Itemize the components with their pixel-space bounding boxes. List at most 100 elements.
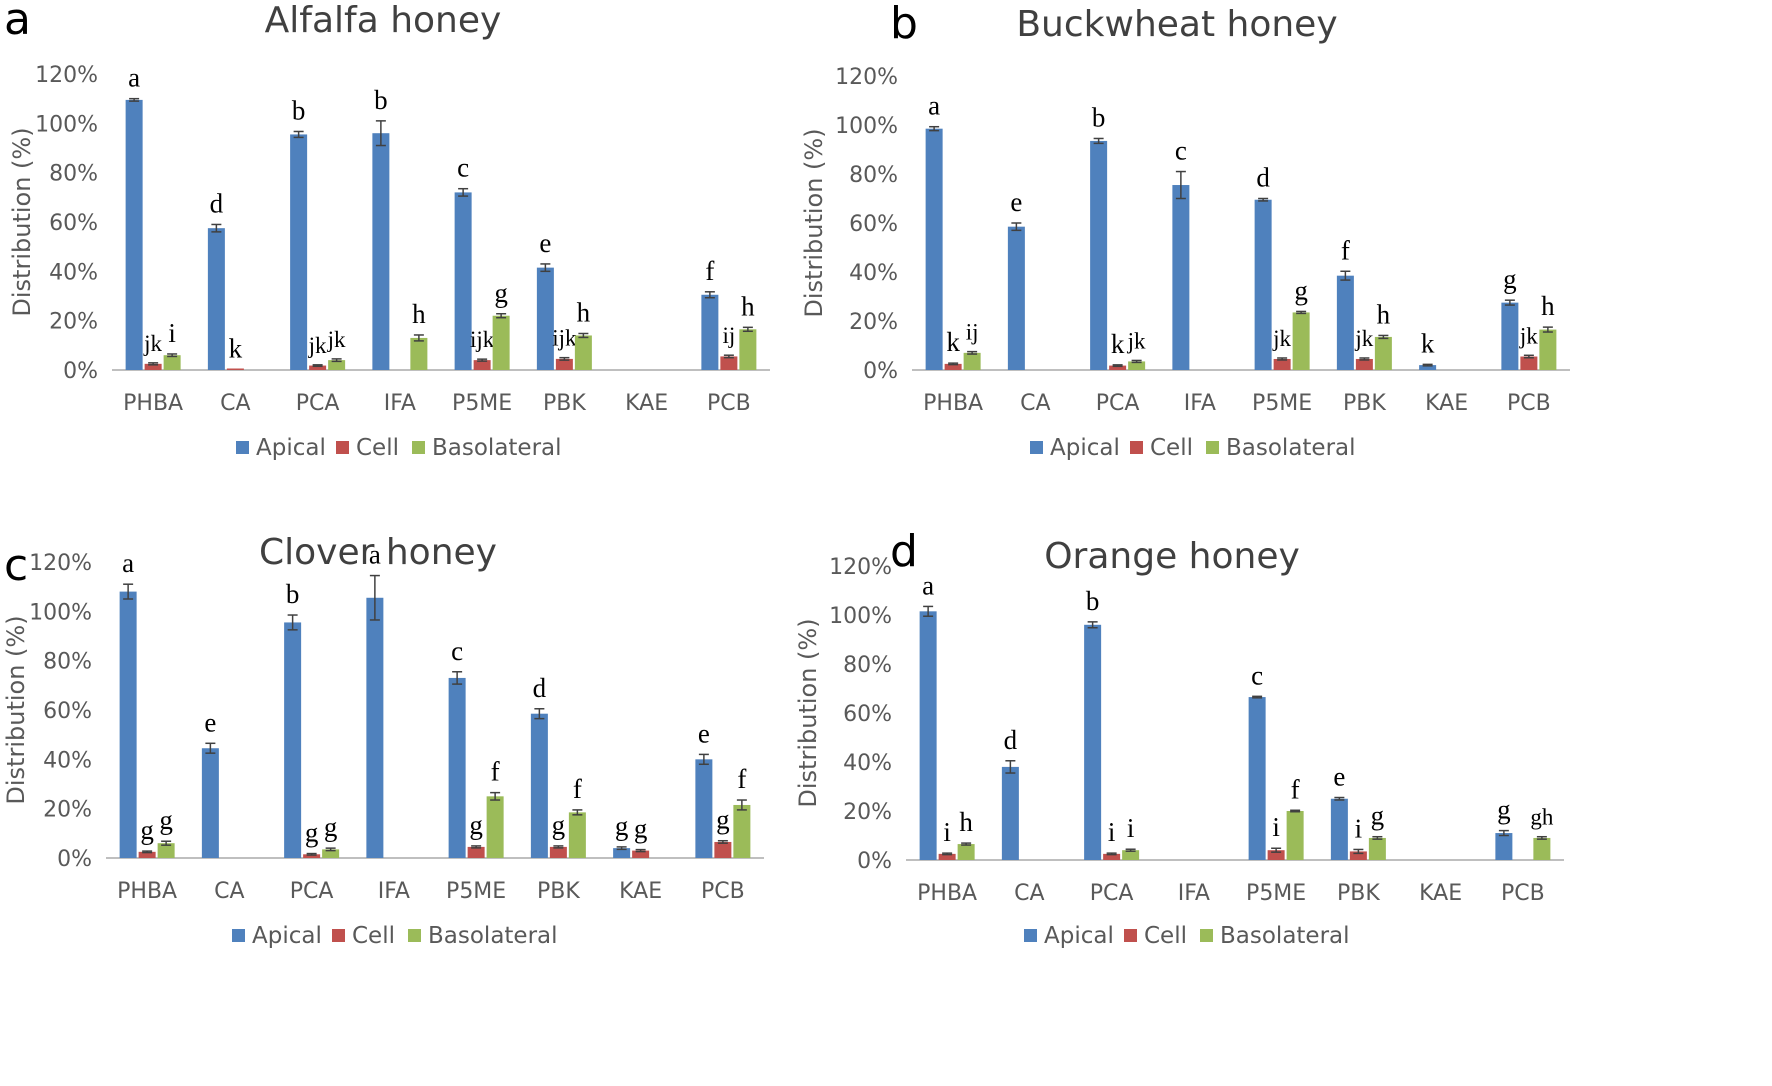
bar-basolateral — [163, 355, 181, 370]
legend-label-cell: Cell — [356, 435, 399, 461]
chart-title: Buckwheat honey — [1016, 4, 1337, 45]
x-tick-label: IFA — [378, 879, 410, 904]
panel-b: b Buckwheat honey Distribution (%) 0% 20% 40%… — [800, 0, 1772, 543]
panel-letter: a — [4, 0, 31, 45]
legend-label-apical: Apical — [1050, 435, 1120, 461]
bar-cell — [1349, 851, 1367, 860]
y-tick-label: 20% — [43, 798, 92, 823]
significance-letter: k — [946, 327, 960, 357]
panel-a: a Alfalfa honey Distribution (%) 0% 20% 40% 60… — [0, 0, 886, 543]
significance-letter: ijk — [470, 327, 495, 352]
x-tick-label: KAE — [619, 879, 662, 904]
x-tick-label: PCA — [296, 391, 340, 416]
significance-letter: g — [494, 278, 508, 308]
significance-letter: i — [1108, 817, 1116, 847]
significance-letter: h — [959, 807, 973, 837]
significance-letter: g — [305, 818, 319, 848]
x-tick-label: IFA — [1178, 881, 1210, 906]
bar-cell — [1103, 853, 1121, 860]
significance-letter: b — [292, 95, 306, 125]
panel-letter: b — [890, 0, 918, 49]
x-tick-label: P5ME — [452, 391, 512, 416]
bar-apical — [1001, 766, 1019, 860]
significance-letter: jk — [143, 331, 162, 356]
panel-d: d Orange honey Distribution (%) 0% 20% 40% 60%… — [794, 526, 1772, 1086]
bar-cell — [714, 841, 732, 858]
significance-letter: a — [122, 548, 134, 578]
significance-letter: d — [533, 673, 547, 703]
y-tick-label: 80% — [49, 162, 98, 187]
x-tick-label: PHBA — [123, 391, 183, 416]
y-tick-label: 20% — [49, 310, 98, 335]
significance-letter: h — [741, 291, 755, 321]
significance-letter: e — [539, 228, 551, 258]
bar-apical — [372, 133, 390, 370]
bar-basolateral — [328, 360, 346, 370]
significance-letter: a — [928, 91, 940, 121]
bar-basolateral — [1128, 361, 1146, 370]
significance-letter: a — [128, 63, 140, 93]
significance-letter: d — [210, 188, 224, 218]
bar-basolateral — [568, 812, 586, 858]
y-tick-label: 0% — [857, 849, 892, 874]
chart-title: Alfalfa honey — [265, 0, 502, 41]
significance-letter: i — [1272, 812, 1280, 842]
x-tick-label: P5ME — [446, 879, 506, 904]
significance-letter: k — [1111, 329, 1125, 359]
bar-cell — [473, 360, 491, 370]
bar-apical — [613, 848, 631, 858]
x-tick-label: PCA — [1090, 881, 1134, 906]
significance-letter: d — [1004, 725, 1018, 755]
significance-letter: c — [1175, 136, 1187, 166]
panel-letter: d — [890, 526, 918, 577]
bar-basolateral — [1122, 850, 1140, 860]
bar-cell — [138, 851, 156, 858]
bar-cell — [944, 363, 962, 370]
bar-apical — [919, 611, 937, 860]
bar-apical — [1336, 275, 1354, 370]
bar-cell — [303, 854, 321, 858]
legend-swatch-cell — [332, 929, 345, 942]
x-tick-label: KAE — [1419, 881, 1462, 906]
significance-letter: e — [1010, 187, 1022, 217]
bar-apical — [536, 267, 554, 370]
significance-letter: g — [469, 810, 483, 840]
significance-letter: e — [698, 718, 710, 748]
bar-apical — [454, 192, 472, 370]
x-tick-label: CA — [1020, 391, 1050, 416]
y-axis-label: Distribution (%) — [2, 615, 30, 804]
bar-apical — [1501, 302, 1519, 370]
significance-letter: jk — [1127, 328, 1146, 353]
bar-apical — [1084, 624, 1102, 860]
significance-letter: jk — [1519, 323, 1538, 348]
significance-letter: i — [1355, 813, 1363, 843]
significance-letter: f — [573, 774, 582, 804]
bar-basolateral — [157, 843, 175, 858]
x-tick-label: PCB — [1507, 391, 1551, 416]
bar-cell — [938, 853, 956, 860]
x-tick-label: CA — [1014, 881, 1044, 906]
y-tick-label: 120% — [35, 63, 98, 88]
significance-letter: f — [1341, 235, 1350, 265]
y-axis-label: Distribution (%) — [800, 128, 828, 317]
y-axis-label: Distribution (%) — [8, 127, 36, 316]
legend-label-cell: Cell — [352, 923, 395, 949]
x-tick-label: PBK — [537, 879, 580, 904]
legend-label-basolateral: Basolateral — [432, 435, 562, 461]
significance-letter: g — [634, 814, 648, 844]
x-tick-label: IFA — [384, 391, 416, 416]
bar-cell — [549, 846, 567, 858]
bar-apical — [1248, 697, 1266, 860]
x-tick-label: PHBA — [117, 879, 177, 904]
bar-apical — [207, 228, 225, 370]
legend-label-basolateral: Basolateral — [428, 923, 558, 949]
significance-letter: b — [1092, 102, 1106, 132]
bar-basolateral — [410, 337, 428, 370]
legend-label-cell: Cell — [1144, 923, 1187, 949]
bar-cell — [309, 365, 327, 370]
y-tick-label: 60% — [843, 702, 892, 727]
panel-letter: c — [4, 540, 28, 591]
bar-basolateral — [1374, 336, 1392, 370]
significance-letter: h — [577, 297, 591, 327]
chart-buckwheat-honey: b Buckwheat honey Distribution (%) 0% 20% 40%… — [800, 0, 1570, 461]
